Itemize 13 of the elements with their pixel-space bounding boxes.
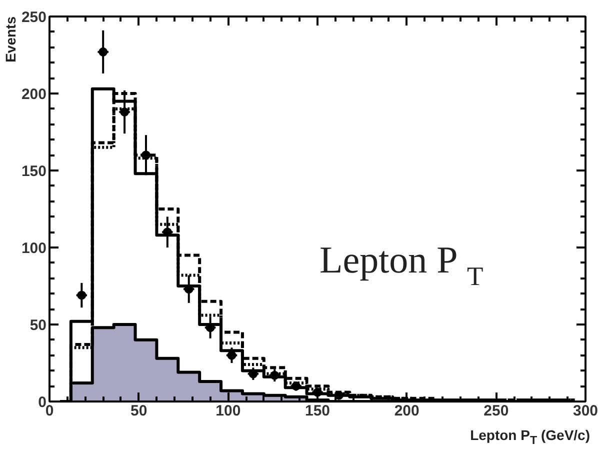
y-tick-label: 150 (21, 163, 47, 180)
y-tick-label: 100 (21, 240, 47, 257)
x-tick-label: 150 (304, 402, 330, 420)
x-tick-label: 100 (216, 402, 241, 420)
y-tick-label: 50 (30, 317, 47, 334)
x-axis-title: Lepton P$_{T}$ (GeV/c) (470, 427, 590, 448)
x-tick-label: 300 (572, 402, 598, 420)
x-tick-label: 200 (394, 402, 420, 420)
y-tick-label: 250 (21, 9, 47, 26)
x-tick-label: 50 (130, 402, 148, 420)
x-tick-label: 250 (484, 402, 509, 420)
y-tick-label: 200 (21, 86, 47, 103)
y-axis-title: Events (2, 16, 18, 62)
